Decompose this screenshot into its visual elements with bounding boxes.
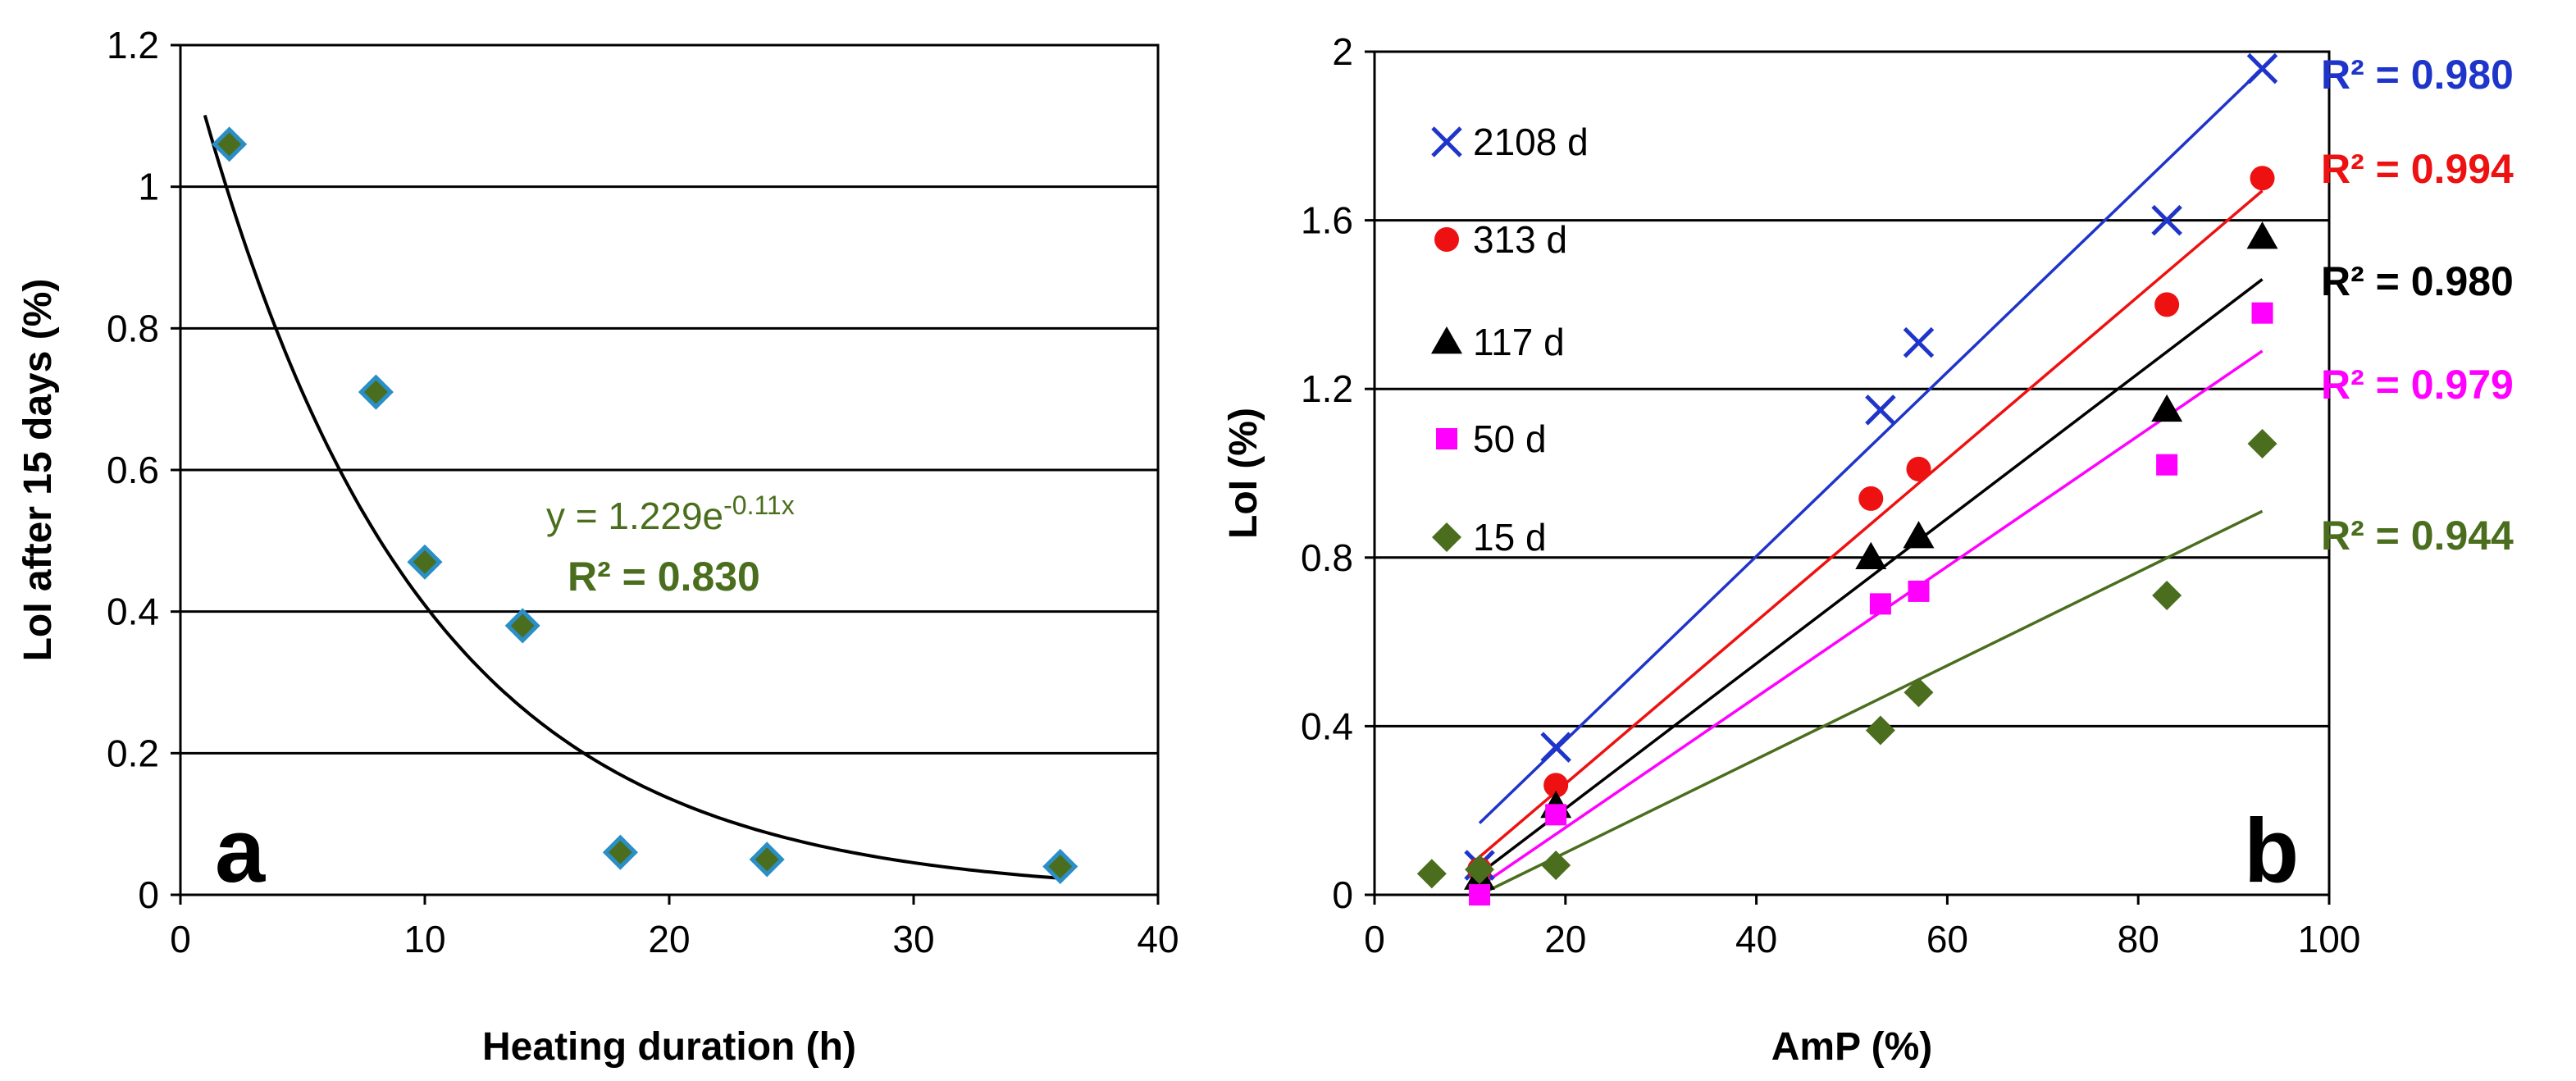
chart-b-legend-marker-50-d bbox=[1436, 428, 1457, 449]
chart-b-data-point-117-d bbox=[1903, 521, 1935, 549]
chart-b-fit-line-117-d bbox=[1478, 278, 2264, 875]
chart-b-data-point-50-d bbox=[1869, 593, 1891, 615]
chart-b-data-point-15-d bbox=[2247, 429, 2277, 459]
chart-b-legend-label: 117 d bbox=[1473, 321, 1565, 363]
chart-a-data-point bbox=[212, 126, 248, 162]
chart-b-fit-line-313-d bbox=[1478, 189, 2264, 859]
chart-b-plot-frame bbox=[1373, 50, 2331, 896]
chart-b-y-tick-label: 2 bbox=[1332, 30, 1353, 73]
chart-b-data-point-117-d bbox=[2151, 394, 2183, 422]
chart-b-r2-label-2108-d: R² = 0.980 bbox=[2321, 52, 2514, 98]
chart-a-r2-label: R² = 0.830 bbox=[568, 554, 760, 600]
chart-b-legend-label: 50 d bbox=[1473, 417, 1547, 460]
chart-b-data-point-2108-d bbox=[2151, 204, 2182, 236]
chart-b-legend-label: 313 d bbox=[1473, 218, 1567, 261]
chart-a-panel-letter: a bbox=[215, 800, 266, 901]
chart-a-x-tick-label: 40 bbox=[1137, 918, 1179, 960]
chart-b-data-point-50-d bbox=[1545, 804, 1567, 826]
chart-a-data-point bbox=[407, 544, 443, 580]
chart-a-x-axis-label: Heating duration (h) bbox=[482, 1025, 856, 1069]
chart-b-y-tick-label: 0 bbox=[1332, 873, 1353, 916]
chart-b-panel-letter: b bbox=[2244, 800, 2299, 901]
chart-b-data-point-313-d bbox=[1543, 773, 1569, 798]
chart-b-x-axis-label: AmP (%) bbox=[1771, 1025, 1932, 1069]
chart-a-data-point bbox=[504, 608, 540, 644]
chart-b-data-point-2108-d bbox=[1540, 732, 1571, 763]
chart-b-data-point-313-d bbox=[2250, 166, 2275, 191]
chart-b-legend-label: 2108 d bbox=[1473, 121, 1589, 163]
chart-b: 0 0.4 0.8 1.2 1.6 2 0 20 40 60 80 100 2108 d 313 d 1… bbox=[1222, 30, 2514, 1069]
chart-b-x-tick-label: 0 bbox=[1364, 918, 1385, 960]
chart-b-data-point-50-d bbox=[2251, 302, 2273, 324]
chart-a-data-point bbox=[358, 374, 394, 410]
chart-a-data-point bbox=[749, 842, 785, 878]
chart-b-data-point-313-d bbox=[1906, 456, 1931, 481]
chart-b-data-point-2108-d bbox=[1865, 395, 1896, 426]
chart-a-data-point bbox=[1042, 848, 1078, 885]
chart-b-legend-marker-2108-d bbox=[1431, 126, 1462, 157]
chart-b-data-point-15-d bbox=[1465, 855, 1495, 885]
chart-a-x-tick-label: 30 bbox=[892, 918, 934, 960]
chart-b-legend-label: 15 d bbox=[1473, 516, 1547, 559]
chart-b-data-point-2108-d bbox=[1903, 326, 1935, 358]
chart-b-r2-label-15-d: R² = 0.944 bbox=[2321, 513, 2514, 559]
chart-a-y-tick-label: 1 bbox=[138, 166, 159, 208]
chart-b-fit-line-50-d bbox=[1479, 349, 2264, 888]
chart-a-x-tick-label: 10 bbox=[403, 918, 445, 960]
chart-a-equation: y = 1.229e-0.11x bbox=[546, 490, 795, 537]
chart-a-y-axis-label: LoI after 15 days (%) bbox=[16, 279, 60, 662]
chart-a-x-tick-label: 20 bbox=[648, 918, 690, 960]
chart-b-fit-line-15-d bbox=[1479, 509, 2264, 896]
chart-b-data-point-117-d bbox=[2246, 221, 2278, 249]
chart-b-x-tick-label: 60 bbox=[1926, 918, 1968, 960]
chart-b-r2-label-50-d: R² = 0.979 bbox=[2321, 362, 2514, 408]
chart-b-y-tick-label: 1.6 bbox=[1301, 199, 1353, 242]
chart-b-data-point-50-d bbox=[1469, 884, 1491, 905]
chart-b-legend-marker-15-d bbox=[1432, 522, 1461, 552]
chart-b-x-tick-label: 40 bbox=[1735, 918, 1777, 960]
chart-b-r2-label-117-d: R² = 0.980 bbox=[2321, 258, 2514, 304]
chart-b-data-point-15-d bbox=[1865, 715, 1895, 746]
chart-a: 0 0.2 0.4 0.6 0.8 1 1.2 0 10 20 30 40 Heating dura… bbox=[16, 24, 1179, 1069]
chart-b-legend-marker-313-d bbox=[1434, 227, 1459, 252]
chart-b-data-point-50-d bbox=[1908, 580, 1930, 602]
chart-b-legend-marker-117-d bbox=[1431, 326, 1462, 354]
chart-a-y-tick-label: 0 bbox=[138, 873, 159, 916]
chart-b-legend: 2108 d 313 d 117 d 50 d 15 d bbox=[1431, 121, 1589, 559]
chart-a-y-tick-label: 1.2 bbox=[107, 24, 159, 66]
chart-b-data-point-2108-d bbox=[2246, 52, 2278, 84]
chart-a-x-tick-label: 0 bbox=[170, 918, 191, 960]
chart-a-y-tick-label: 0.8 bbox=[107, 307, 159, 349]
chart-a-y-tick-label: 0.2 bbox=[107, 732, 159, 774]
chart-b-data-point-15-d bbox=[2152, 581, 2182, 611]
chart-a-y-tick-label: 0.6 bbox=[107, 449, 159, 491]
chart-b-x-tick-label: 20 bbox=[1544, 918, 1586, 960]
chart-b-fit-line-2108-d bbox=[1478, 67, 2264, 824]
chart-b-data-point-313-d bbox=[1858, 486, 1884, 511]
chart-b-data-point-15-d bbox=[1541, 851, 1571, 881]
chart-a-y-tick-label: 0.4 bbox=[107, 591, 159, 633]
chart-b-y-tick-label: 0.4 bbox=[1301, 705, 1353, 747]
chart-b-y-tick-label: 1.2 bbox=[1301, 367, 1353, 410]
chart-b-x-tick-label: 80 bbox=[2118, 918, 2159, 960]
chart-b-data-point-15-d bbox=[1904, 677, 1934, 708]
chart-b-data-point-117-d bbox=[1855, 541, 1887, 570]
chart-b-data-point-50-d bbox=[2156, 454, 2178, 476]
chart-b-r2-label-313-d: R² = 0.994 bbox=[2321, 146, 2514, 192]
chart-b-x-tick-label: 100 bbox=[2298, 918, 2361, 960]
chart-b-data-point-313-d bbox=[2154, 292, 2180, 317]
chart-a-data-point bbox=[602, 834, 638, 870]
chart-a-fit-curve bbox=[203, 114, 1060, 880]
chart-b-data-point-15-d bbox=[1416, 859, 1447, 889]
chart-b-y-tick-label: 0.8 bbox=[1301, 536, 1353, 579]
chart-b-y-axis-label: LoI (%) bbox=[1222, 408, 1265, 539]
